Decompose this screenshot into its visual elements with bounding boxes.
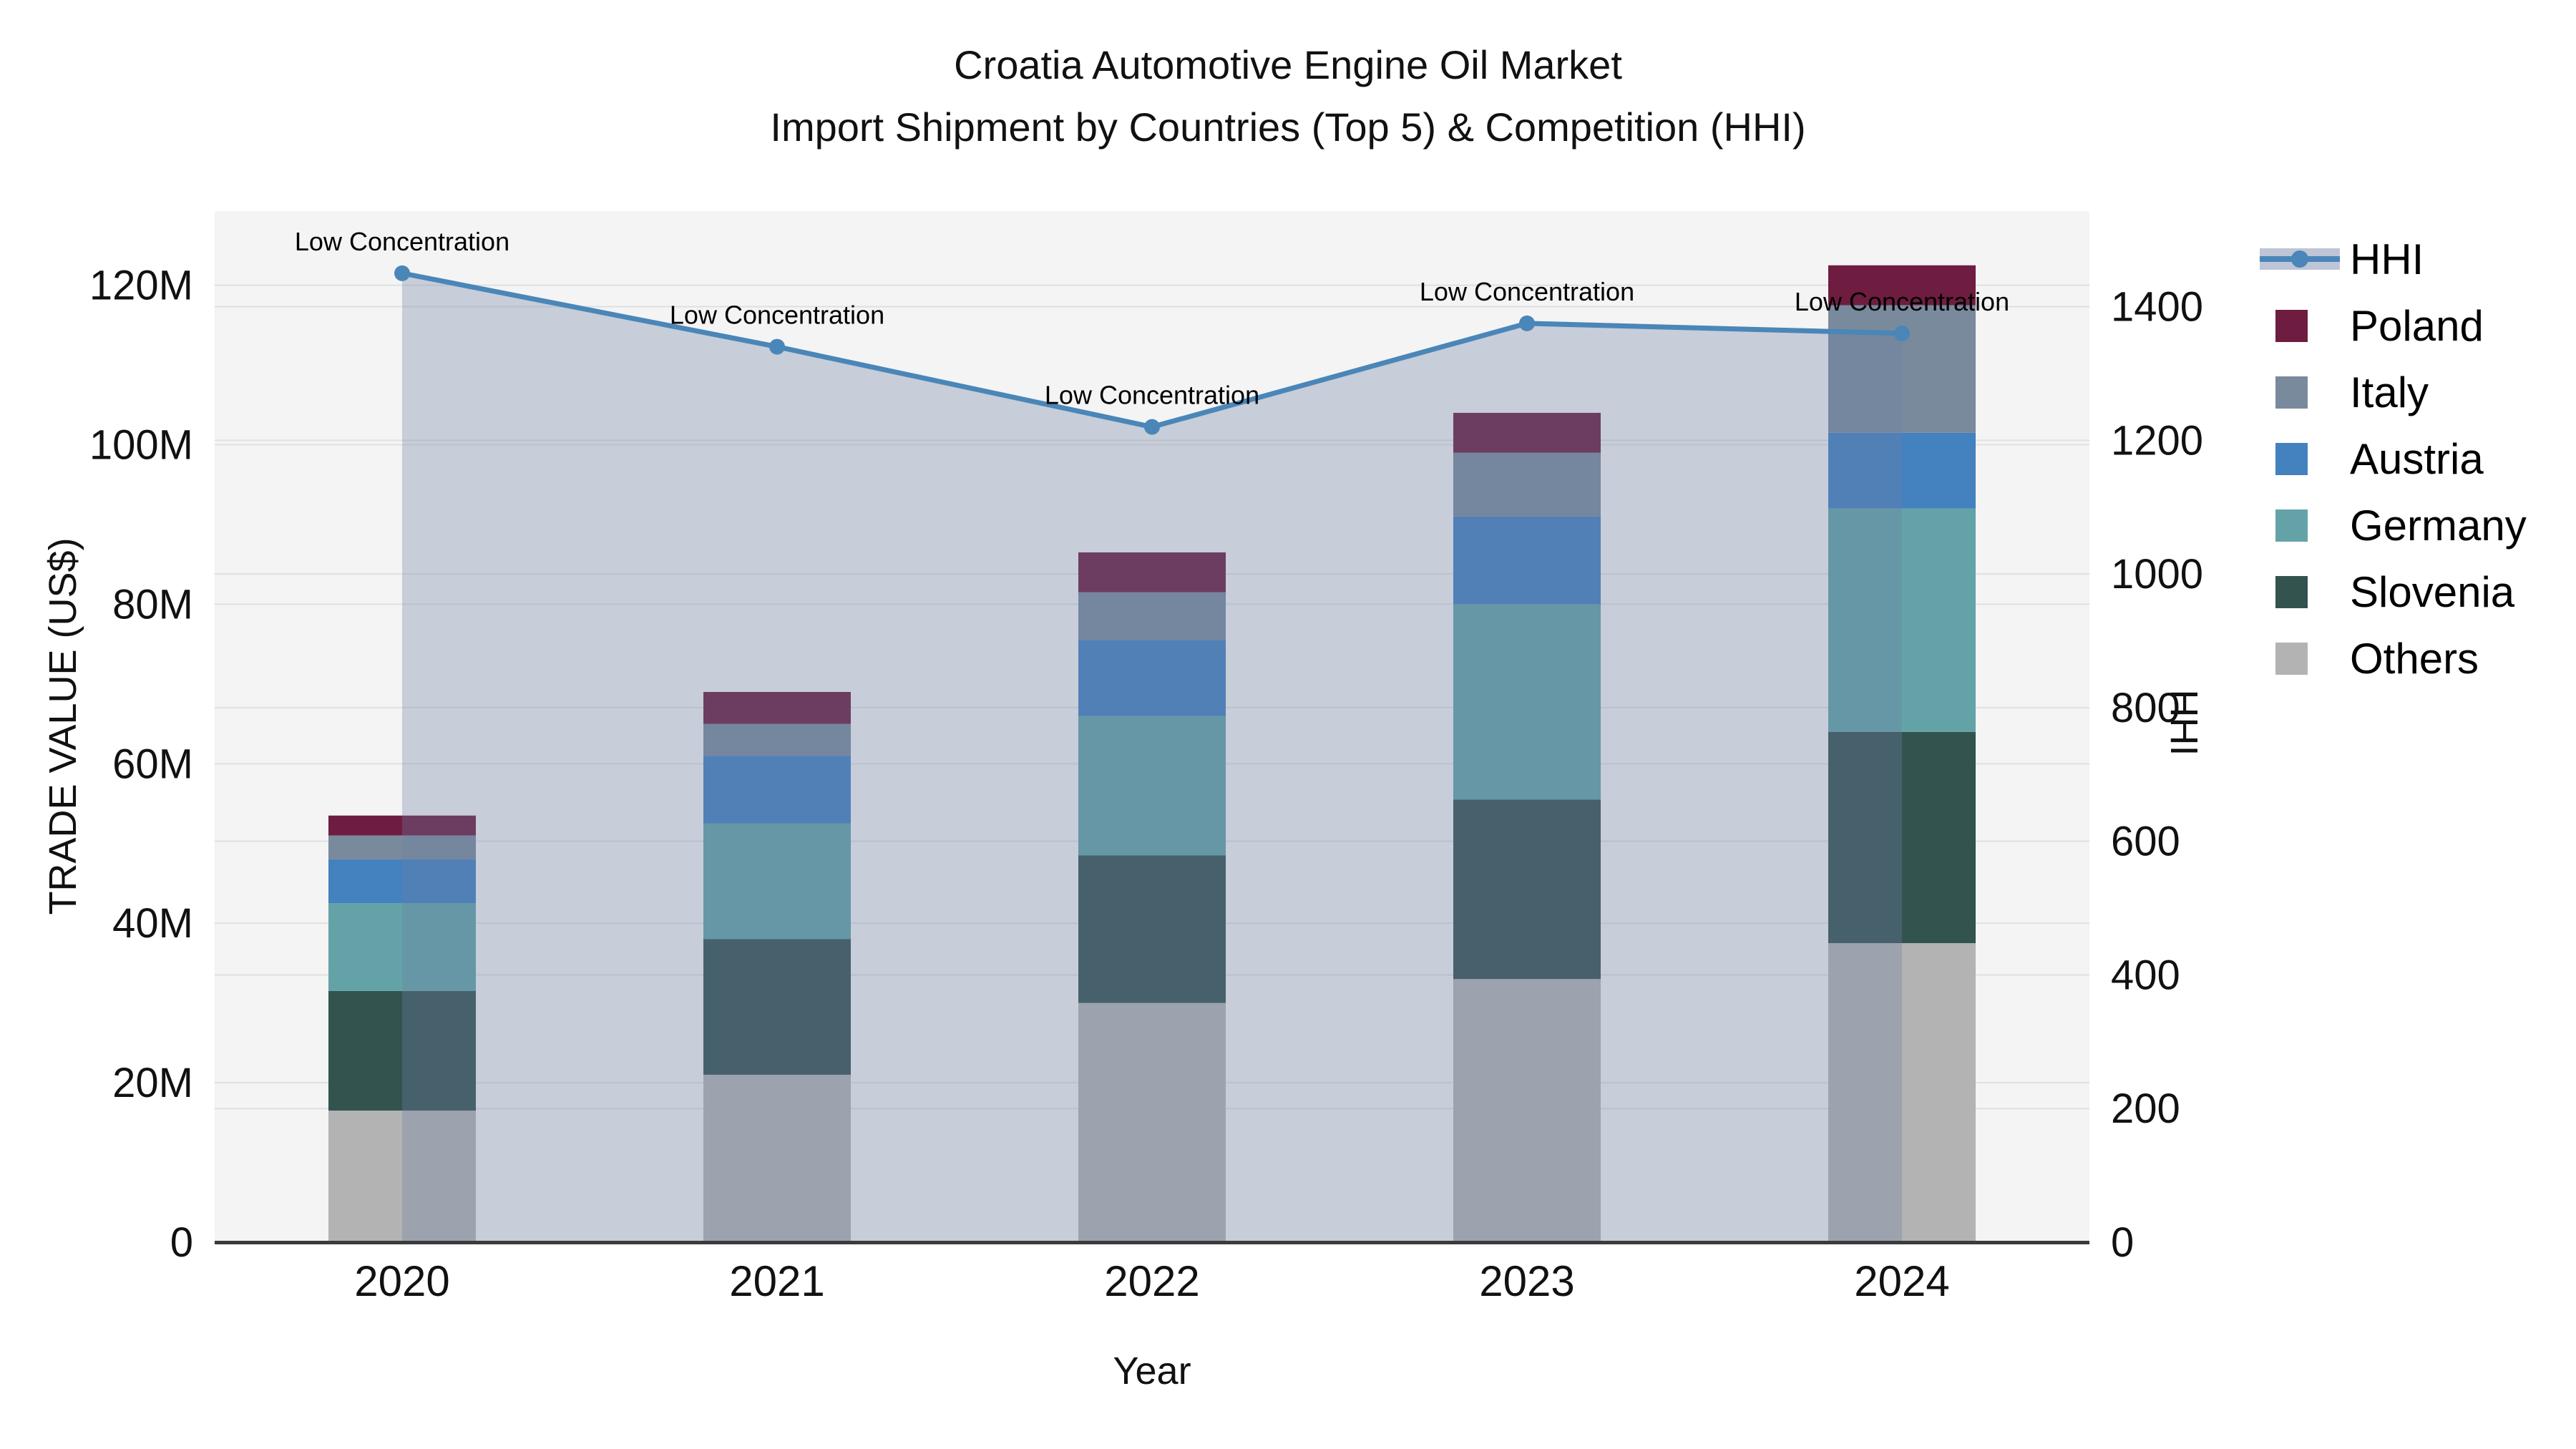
bar-segment-italy-2023 xyxy=(1453,452,1601,517)
austria-swatch-icon xyxy=(2260,437,2340,480)
bar-segment-germany-2020 xyxy=(328,903,476,991)
annotation-2024: Low Concentration xyxy=(1795,287,2009,316)
x-tick-2020: 2020 xyxy=(354,1257,449,1305)
annotation-2021: Low Concentration xyxy=(670,301,884,330)
bar-segment-slovenia-2020 xyxy=(328,990,476,1111)
annotation-2020: Low Concentration xyxy=(295,227,509,256)
legend-item-others[interactable]: Others xyxy=(2260,634,2527,683)
left-tick-80M: 80M xyxy=(112,581,193,628)
bar-segment-slovenia-2023 xyxy=(1453,799,1601,980)
bar-segment-austria-2024 xyxy=(1828,432,1976,509)
poland-swatch-icon xyxy=(2260,304,2340,347)
annotation-2022: Low Concentration xyxy=(1045,381,1259,410)
y-axis-title-right: HHI xyxy=(2162,689,2205,756)
bar-segment-germany-2021 xyxy=(703,823,851,940)
x-tick-2021: 2021 xyxy=(729,1257,824,1305)
bar-segment-poland-2024 xyxy=(1828,265,1976,306)
italy-swatch-icon xyxy=(2260,371,2340,414)
germany-swatch-icon xyxy=(2260,504,2340,547)
slovenia-swatch-icon xyxy=(2260,570,2340,613)
right-tick-200: 200 xyxy=(2111,1085,2180,1132)
chart-title-line1: Croatia Automotive Engine Oil Market xyxy=(954,42,1622,87)
legend-item-label: Poland xyxy=(2350,301,2484,350)
bar-segment-others-2023 xyxy=(1453,979,1601,1242)
bar-segment-others-2024 xyxy=(1828,943,1976,1242)
hhi-line-legend-icon xyxy=(2260,238,2340,280)
bar-segment-others-2021 xyxy=(703,1074,851,1242)
legend-item-poland[interactable]: Poland xyxy=(2260,302,2527,350)
x-tick-2024: 2024 xyxy=(1854,1257,1949,1305)
bar-segment-germany-2024 xyxy=(1828,508,1976,732)
bar-segment-germany-2023 xyxy=(1453,604,1601,800)
bar-segment-poland-2022 xyxy=(1078,552,1226,592)
y-axis-title-left: TRADE VALUE (US$) xyxy=(42,537,84,915)
left-tick-100M: 100M xyxy=(89,422,193,469)
hhi-marker-2024 xyxy=(1894,325,1910,341)
bar-segment-slovenia-2024 xyxy=(1828,731,1976,944)
bar-segment-others-2022 xyxy=(1078,1002,1226,1242)
x-tick-2022: 2022 xyxy=(1104,1257,1199,1305)
left-tick-40M: 40M xyxy=(112,900,193,947)
bar-segment-austria-2023 xyxy=(1453,516,1601,605)
left-tick-0: 0 xyxy=(170,1219,193,1266)
right-tick-1000: 1000 xyxy=(2111,551,2203,597)
hhi-marker-2020 xyxy=(394,265,410,281)
others-swatch-icon xyxy=(2260,637,2340,680)
bar-segment-slovenia-2021 xyxy=(703,939,851,1075)
legend: HHI Poland Italy Austria Germany Sloveni… xyxy=(2260,235,2527,683)
bar-segment-others-2020 xyxy=(328,1111,476,1242)
right-tick-400: 400 xyxy=(2111,952,2180,998)
bar-segment-austria-2021 xyxy=(703,756,851,824)
annotation-2023: Low Concentration xyxy=(1420,277,1634,306)
bar-segment-italy-2021 xyxy=(703,723,851,756)
bar-segment-slovenia-2022 xyxy=(1078,855,1226,1003)
legend-item-slovenia[interactable]: Slovenia xyxy=(2260,568,2527,616)
bar-segment-austria-2020 xyxy=(328,859,476,904)
bar-segment-italy-2022 xyxy=(1078,592,1226,640)
x-axis-line xyxy=(215,1241,2089,1244)
left-tick-20M: 20M xyxy=(112,1060,193,1106)
legend-item-germany[interactable]: Germany xyxy=(2260,501,2527,550)
bar-segment-italy-2020 xyxy=(328,835,476,860)
legend-item-label: Others xyxy=(2350,634,2479,683)
hhi-marker-2023 xyxy=(1519,315,1535,331)
legend-item-hhi[interactable]: HHI xyxy=(2260,235,2527,283)
bar-segment-poland-2020 xyxy=(328,815,476,836)
right-tick-0: 0 xyxy=(2111,1219,2134,1266)
legend-item-label: Italy xyxy=(2350,368,2429,416)
bar-segment-poland-2021 xyxy=(703,692,851,724)
legend-item-label: HHI xyxy=(2350,235,2424,283)
x-axis-title: Year xyxy=(1113,1350,1191,1392)
legend-item-label: Austria xyxy=(2350,434,2484,483)
right-tick-600: 600 xyxy=(2111,819,2180,865)
hhi-area-fill xyxy=(402,273,1902,1242)
bar-segment-germany-2022 xyxy=(1078,716,1226,856)
chart-title: Croatia Automotive Engine Oil Market Imp… xyxy=(0,34,2576,159)
right-tick-1400: 1400 xyxy=(2111,284,2203,331)
legend-item-austria[interactable]: Austria xyxy=(2260,435,2527,483)
bar-segment-austria-2022 xyxy=(1078,640,1226,716)
left-tick-60M: 60M xyxy=(112,741,193,787)
x-tick-2023: 2023 xyxy=(1479,1257,1574,1305)
chart-title-line2: Import Shipment by Countries (Top 5) & C… xyxy=(770,104,1806,150)
legend-item-label: Slovenia xyxy=(2350,567,2515,616)
left-tick-120M: 120M xyxy=(89,263,193,309)
legend-item-italy[interactable]: Italy xyxy=(2260,368,2527,416)
right-tick-1200: 1200 xyxy=(2111,417,2203,464)
bar-segment-poland-2023 xyxy=(1453,412,1601,453)
hhi-marker-2022 xyxy=(1144,419,1160,435)
legend-item-label: Germany xyxy=(2350,501,2527,550)
hhi-marker-2021 xyxy=(769,338,785,355)
right-tick-800: 800 xyxy=(2111,685,2180,731)
